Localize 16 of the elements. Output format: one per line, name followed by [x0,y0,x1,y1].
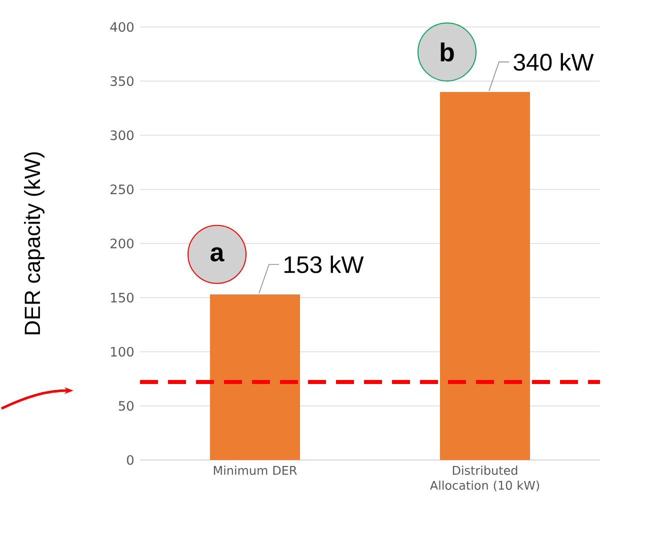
y-tick-label: 250 [110,184,134,194]
y-tick-label: 400 [110,22,134,32]
y-tick-label: 0 [126,455,134,465]
data-label: 153 kW [284,256,364,274]
y-tick-label: 300 [110,130,134,140]
annotation: b [440,42,454,62]
y-tick-label: 150 [111,292,134,303]
y-tick-label: 50 [118,400,134,411]
y-tick-label: 200 [110,238,134,248]
y-tick-label: 100 [111,346,134,357]
y-axis-title: DER capacity (kW) [24,152,44,334]
data-label: 340 kW [514,53,594,71]
annotation: a [210,247,224,262]
x-tick-label: Distributed Allocation (10 kW) [430,466,540,492]
x-tick-label: Minimum DER [214,466,297,475]
y-tick-label: 350 [110,76,134,86]
